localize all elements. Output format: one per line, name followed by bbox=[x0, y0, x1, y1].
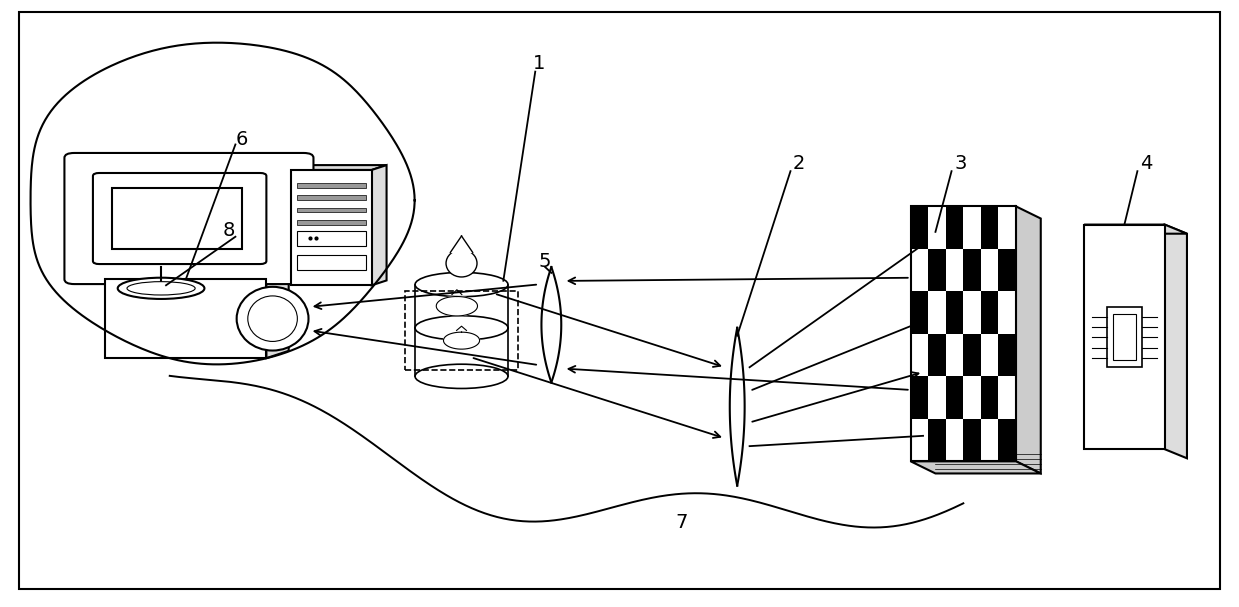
Polygon shape bbox=[291, 165, 387, 170]
Bar bbox=[405, 291, 518, 370]
Text: 5: 5 bbox=[539, 251, 551, 271]
Bar bbox=[297, 208, 366, 212]
Bar bbox=[999, 291, 1016, 334]
Bar bbox=[911, 419, 928, 461]
Bar bbox=[981, 419, 999, 461]
Bar bbox=[999, 206, 1016, 249]
Bar bbox=[928, 206, 945, 249]
Polygon shape bbox=[450, 236, 472, 253]
Bar bbox=[297, 231, 366, 246]
Bar bbox=[297, 183, 366, 188]
Bar bbox=[964, 291, 981, 334]
Polygon shape bbox=[372, 165, 387, 285]
Bar bbox=[1106, 307, 1141, 367]
Text: 2: 2 bbox=[793, 154, 805, 174]
FancyBboxPatch shape bbox=[64, 153, 313, 284]
Polygon shape bbox=[436, 296, 477, 316]
FancyBboxPatch shape bbox=[93, 173, 266, 264]
Text: 4: 4 bbox=[1140, 154, 1152, 174]
Ellipse shape bbox=[248, 296, 297, 341]
Bar bbox=[291, 170, 372, 285]
Bar bbox=[981, 249, 999, 291]
Ellipse shape bbox=[237, 287, 309, 351]
Bar bbox=[981, 334, 999, 376]
Bar bbox=[999, 376, 1016, 419]
Bar bbox=[105, 279, 266, 358]
Bar bbox=[945, 419, 964, 461]
Bar bbox=[945, 334, 964, 376]
Bar bbox=[928, 291, 945, 334]
Polygon shape bbox=[730, 328, 745, 486]
Bar bbox=[1084, 225, 1165, 449]
Text: 8: 8 bbox=[223, 221, 235, 240]
Bar bbox=[964, 206, 981, 249]
Bar bbox=[297, 195, 366, 200]
Polygon shape bbox=[1165, 225, 1187, 458]
Bar bbox=[112, 188, 242, 249]
Polygon shape bbox=[444, 332, 479, 349]
Ellipse shape bbox=[118, 278, 204, 299]
Bar bbox=[945, 249, 964, 291]
Text: 6: 6 bbox=[235, 130, 248, 149]
Polygon shape bbox=[105, 272, 289, 279]
Ellipse shape bbox=[446, 249, 477, 277]
Polygon shape bbox=[266, 272, 289, 358]
Ellipse shape bbox=[128, 282, 196, 295]
Text: 1: 1 bbox=[533, 54, 545, 73]
Polygon shape bbox=[1084, 225, 1187, 234]
Bar bbox=[911, 206, 1016, 461]
Bar bbox=[911, 249, 928, 291]
Bar bbox=[911, 334, 928, 376]
Bar bbox=[297, 255, 366, 270]
Polygon shape bbox=[541, 267, 561, 382]
Text: 7: 7 bbox=[675, 512, 688, 532]
Bar bbox=[297, 220, 366, 225]
Bar bbox=[1113, 314, 1135, 360]
Bar bbox=[297, 232, 366, 237]
Polygon shape bbox=[1016, 206, 1041, 473]
Bar bbox=[911, 206, 1016, 461]
Bar bbox=[928, 376, 945, 419]
Text: 3: 3 bbox=[954, 154, 966, 174]
Bar bbox=[964, 376, 981, 419]
Polygon shape bbox=[911, 461, 1041, 473]
